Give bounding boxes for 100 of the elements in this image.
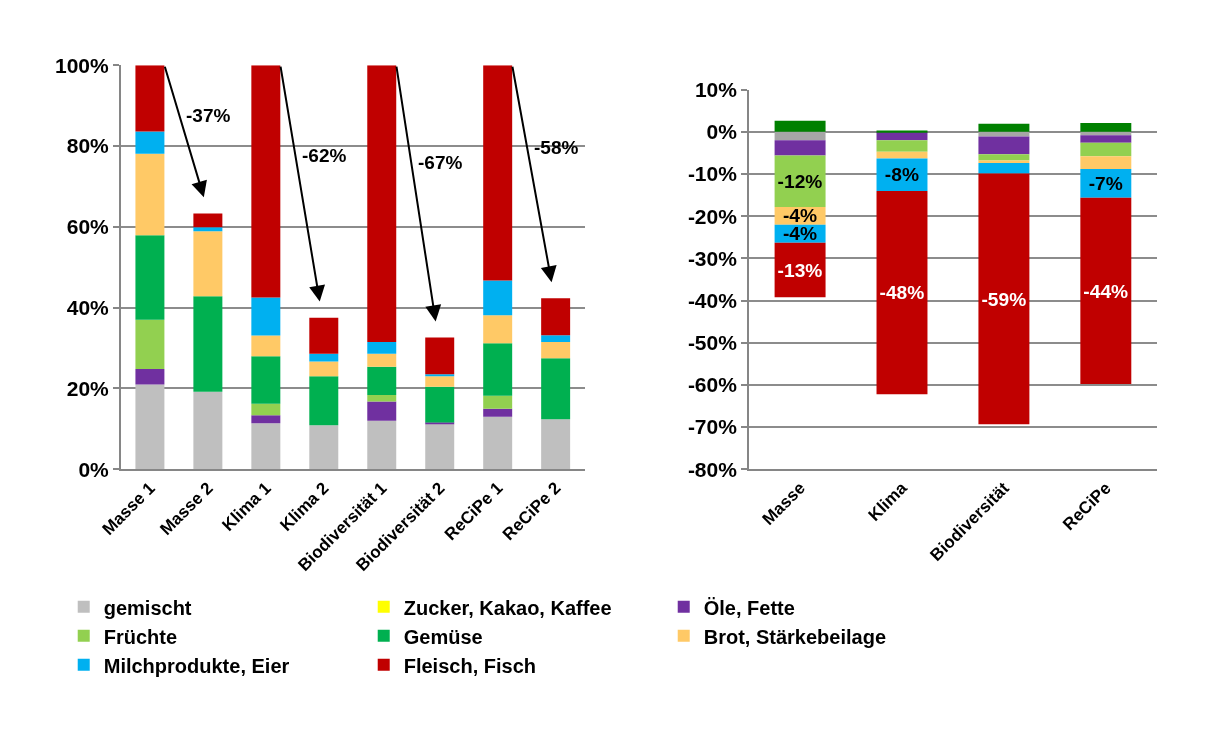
bar xyxy=(1080,197,1132,385)
bar xyxy=(251,423,281,470)
y-tick-label: 40% xyxy=(66,296,110,320)
bar xyxy=(1080,156,1132,169)
y-tick-label: 100% xyxy=(55,53,110,77)
bar xyxy=(309,425,339,470)
bar xyxy=(367,65,397,342)
bar xyxy=(135,384,165,470)
y-tick-label: -80% xyxy=(687,457,738,481)
bar xyxy=(978,123,1030,132)
bar xyxy=(251,335,281,357)
y-tick-label: -30% xyxy=(687,246,738,270)
bar xyxy=(135,319,165,370)
annotation: -67% xyxy=(418,152,463,173)
legend-label: Früchte xyxy=(103,625,178,648)
bar xyxy=(483,315,513,344)
bar xyxy=(193,213,223,228)
y-tick-label: -60% xyxy=(687,373,738,397)
y-tick-label: -70% xyxy=(687,415,738,439)
legend-label: Öle, Fette xyxy=(703,596,795,619)
y-tick-label: -50% xyxy=(687,331,738,355)
bar xyxy=(425,424,455,470)
bar xyxy=(1080,142,1132,157)
bar xyxy=(978,163,1030,174)
bar xyxy=(367,342,397,354)
bar xyxy=(367,366,397,395)
y-tick-label: 10% xyxy=(694,78,738,101)
bar xyxy=(541,358,571,420)
bar xyxy=(135,235,165,320)
data-label: -8% xyxy=(884,164,919,186)
annotation: -58% xyxy=(534,137,579,158)
bar xyxy=(1080,135,1132,143)
bar xyxy=(309,353,339,362)
y-tick-label: 0% xyxy=(706,120,738,144)
bar xyxy=(978,154,1030,161)
bar xyxy=(541,342,571,359)
bar xyxy=(309,317,339,354)
y-tick-label: 20% xyxy=(66,376,110,400)
bar xyxy=(774,120,826,132)
y-tick-label: 80% xyxy=(66,134,110,158)
annotation: -62% xyxy=(302,145,347,166)
bar xyxy=(425,422,455,425)
bar xyxy=(135,369,165,385)
data-label: -48% xyxy=(879,282,925,304)
bar xyxy=(193,231,223,297)
y-tick-label: -10% xyxy=(687,162,738,186)
bar xyxy=(251,356,281,404)
bar xyxy=(1080,122,1132,132)
bar xyxy=(309,376,339,426)
bar xyxy=(425,386,455,423)
bar xyxy=(367,401,397,421)
bar xyxy=(309,361,339,377)
bar xyxy=(367,420,397,470)
bar xyxy=(251,297,281,336)
bar xyxy=(876,140,928,152)
bar xyxy=(541,419,571,470)
y-tick-label: -20% xyxy=(687,204,738,228)
bar xyxy=(483,395,513,409)
bar xyxy=(774,131,826,141)
bar xyxy=(251,65,281,298)
bar xyxy=(876,130,928,133)
bar xyxy=(483,65,513,281)
bar xyxy=(135,65,165,132)
bar xyxy=(978,136,1030,155)
annotation: -37% xyxy=(186,105,231,126)
legend-label: gemischt xyxy=(103,596,192,619)
bar xyxy=(483,408,513,417)
y-tick-label: 60% xyxy=(66,215,110,239)
bar xyxy=(367,394,397,402)
data-label: -7% xyxy=(1088,173,1123,194)
bar xyxy=(425,374,455,377)
bar xyxy=(135,131,165,154)
bar xyxy=(425,337,455,375)
bar xyxy=(483,280,513,316)
bar xyxy=(193,391,223,470)
data-label: -12% xyxy=(777,170,823,192)
bar xyxy=(774,140,826,156)
bar xyxy=(876,190,928,395)
data-label: -13% xyxy=(777,259,823,281)
bar xyxy=(425,376,455,387)
data-label: -59% xyxy=(981,288,1027,310)
bar xyxy=(367,353,397,367)
bar xyxy=(193,227,223,232)
legend-label: Zucker, Kakao, Kaffee xyxy=(403,596,612,619)
bar xyxy=(251,415,281,424)
data-label: -44% xyxy=(1083,280,1129,302)
legend-label: Milchprodukte, Eier xyxy=(103,654,290,677)
bar xyxy=(135,153,165,236)
bar xyxy=(978,173,1030,425)
bar xyxy=(483,343,513,396)
y-tick-label: 0% xyxy=(78,457,110,481)
legend-label: Fleisch, Fisch xyxy=(403,654,536,677)
bar xyxy=(193,296,223,392)
bar xyxy=(483,416,513,470)
legend-label: Gemüse xyxy=(403,625,483,648)
bar xyxy=(541,335,571,342)
y-tick-label: -40% xyxy=(687,288,738,312)
bar xyxy=(541,298,571,336)
legend-label: Brot, Stärkebeilage xyxy=(703,625,887,648)
bar xyxy=(251,403,281,416)
